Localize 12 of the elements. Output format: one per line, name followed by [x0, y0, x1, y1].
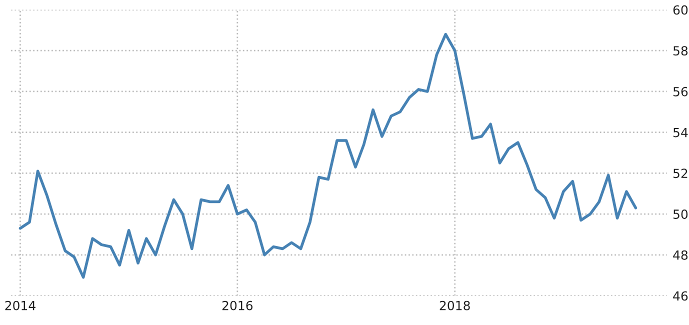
x-tick-label: 2014: [5, 300, 36, 310]
line-series: [18, 32, 638, 279]
x-tick-label: 2016: [222, 300, 253, 310]
y-tick-label: 48: [673, 250, 688, 260]
y-tick-label: 54: [673, 128, 688, 138]
x-tick-label: 2018: [440, 300, 470, 310]
y-tick-label: 60: [673, 5, 688, 15]
y-tick-label: 56: [673, 86, 688, 96]
y-tick-label: 46: [673, 291, 688, 301]
y-tick-label: 58: [673, 46, 688, 56]
y-tick-label: 52: [673, 168, 688, 178]
y-tick-label: 50: [673, 210, 688, 219]
